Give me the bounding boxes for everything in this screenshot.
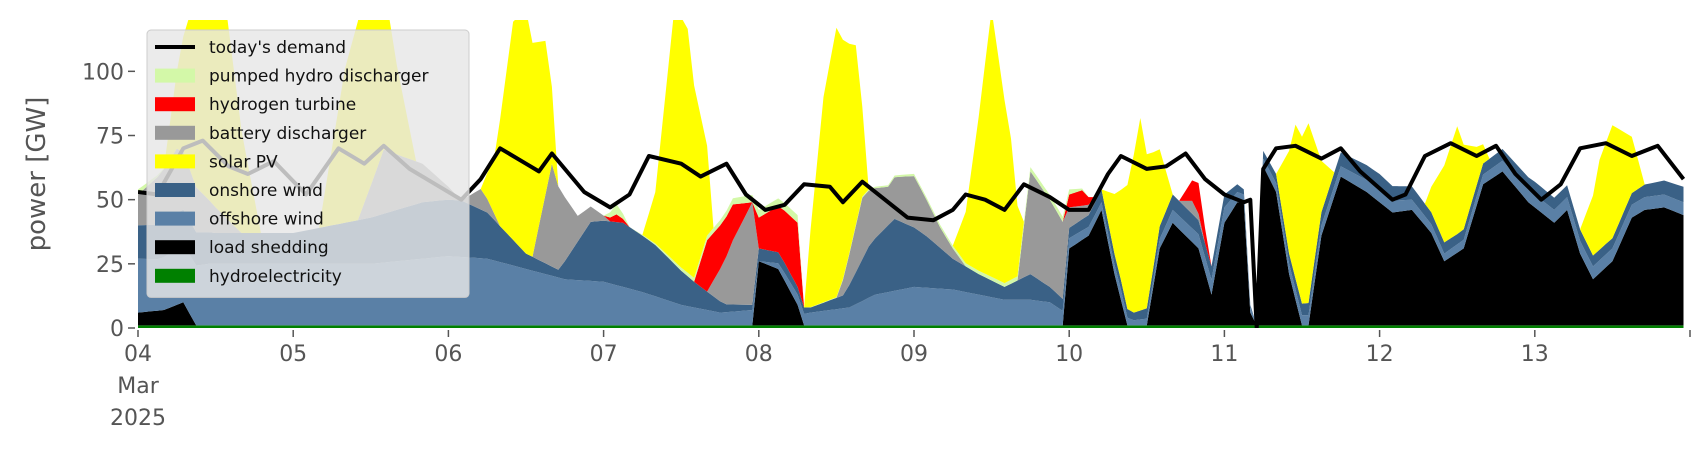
x-tick-label: 05 [279, 342, 307, 367]
legend-swatch-solar-pv [155, 154, 195, 169]
area-battery-discharger [138, 148, 1684, 326]
x-tick-label: 12 [1366, 342, 1394, 367]
legend-label-offshore-wind: offshore wind [209, 210, 324, 230]
legend-swatch-load-shedding [155, 240, 195, 255]
area-hydroelectricity [138, 325, 1684, 328]
y-axis-label: power [GW] [22, 97, 52, 252]
x-tick-label: 06 [434, 342, 462, 367]
area-offshore-wind [138, 158, 1684, 326]
x-tick-label: 04 [124, 342, 152, 367]
legend-swatch-offshore-wind [155, 211, 195, 226]
legend-label-onshore-wind: onshore wind [209, 181, 323, 201]
legend-label-solar-pv: solar PV [209, 152, 278, 172]
y-tick-label: 100 [82, 60, 124, 85]
legend-swatch-hydrogen-turbine [155, 97, 195, 112]
legend-swatch-battery-discharger [155, 125, 195, 140]
legend-label-hydrogen-turbine: hydrogen turbine [209, 95, 356, 115]
x-tick-year: 2025 [110, 406, 166, 431]
x-tick-label: 07 [590, 342, 618, 367]
x-tick-label: 10 [1055, 342, 1083, 367]
legend-label-hydroelectricity: hydroelectricity [209, 267, 342, 287]
x-tick-label: 09 [900, 342, 928, 367]
y-tick-label: 50 [96, 189, 124, 214]
x-tick-label: 11 [1210, 342, 1238, 367]
y-tick-label: 0 [110, 317, 124, 342]
area-load-shedding [138, 166, 1684, 326]
x-tick-month: Mar [117, 374, 159, 399]
legend-swatch-pumped-hydro-discharger [155, 68, 195, 83]
legend-box [146, 29, 470, 298]
legend-label-load-shedding: load shedding [209, 238, 329, 258]
legend: today's demand pumped hydro discharger hyd… [146, 29, 470, 298]
legend-swatch-onshore-wind [155, 183, 195, 197]
axes-layer: 0 25 50 75 100 power [GW] 04 05 06 07 08 09 10 11 12 13… [22, 60, 1691, 431]
x-tick-label: 13 [1521, 342, 1549, 367]
legend-label-today-s-demand: today's demand [209, 38, 346, 58]
area-layer [138, 20, 1684, 328]
legend-swatch-hydroelectricity [155, 268, 195, 283]
area-solar-pv [138, 20, 1684, 326]
x-tick-label: 08 [745, 342, 773, 367]
legend-label-battery-discharger: battery discharger [209, 124, 366, 144]
y-tick-label: 25 [96, 253, 124, 278]
y-tick-label: 75 [96, 125, 124, 150]
area-onshore-wind [138, 149, 1684, 326]
legend-label-pumped-hydro-discharger: pumped hydro discharger [209, 67, 428, 87]
